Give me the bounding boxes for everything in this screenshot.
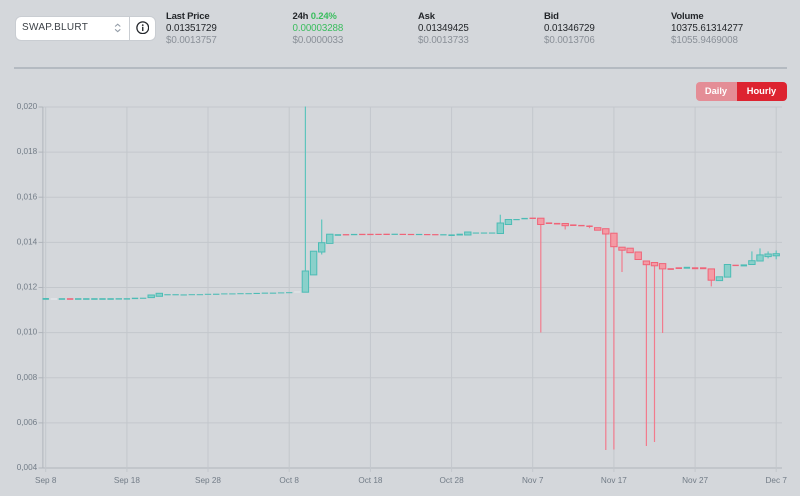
- svg-text:Nov 27: Nov 27: [682, 476, 708, 485]
- svg-text:Sep 8: Sep 8: [35, 476, 57, 485]
- svg-text:Sep 18: Sep 18: [114, 476, 140, 485]
- svg-text:0,006: 0,006: [17, 418, 38, 427]
- svg-text:0,016: 0,016: [17, 192, 38, 201]
- svg-text:0,004: 0,004: [17, 463, 38, 472]
- svg-text:Oct 28: Oct 28: [440, 476, 465, 485]
- svg-text:0,014: 0,014: [17, 238, 38, 247]
- svg-text:Oct 18: Oct 18: [358, 476, 383, 485]
- svg-text:0,020: 0,020: [17, 102, 38, 111]
- svg-text:0,012: 0,012: [17, 283, 38, 292]
- svg-text:Oct 8: Oct 8: [279, 476, 299, 485]
- svg-text:0,010: 0,010: [17, 328, 38, 337]
- svg-text:Nov 7: Nov 7: [522, 476, 544, 485]
- svg-text:0,018: 0,018: [17, 147, 38, 156]
- svg-text:Nov 17: Nov 17: [601, 476, 627, 485]
- svg-text:Sep 28: Sep 28: [195, 476, 221, 485]
- svg-text:0,008: 0,008: [17, 373, 38, 382]
- svg-text:Dec 7: Dec 7: [766, 476, 788, 485]
